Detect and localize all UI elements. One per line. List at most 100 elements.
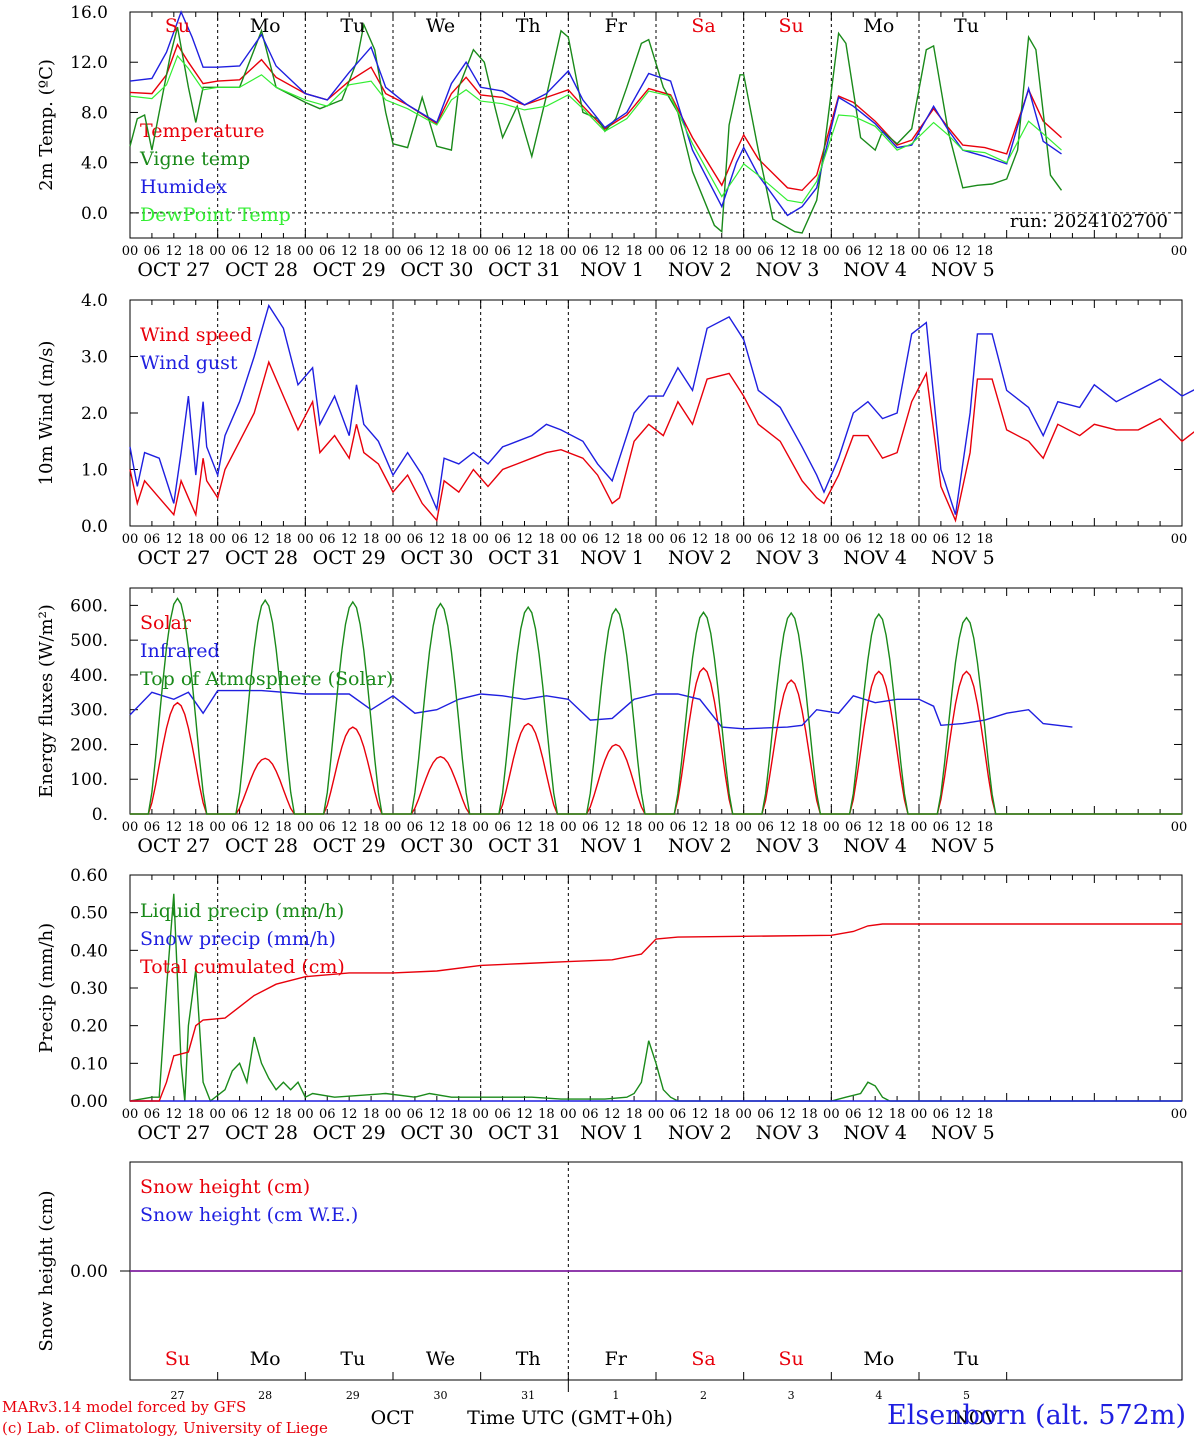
legend-entry: Wind gust: [140, 352, 238, 374]
day-label: OCT 30: [400, 1122, 473, 1144]
hour-tick-label: 06: [670, 820, 687, 835]
weekday-label: Su: [779, 15, 804, 37]
day-label: NOV 3: [756, 259, 820, 281]
weekday-label: Mo: [250, 1348, 281, 1370]
hour-tick-label: 06: [494, 820, 511, 835]
hour-tick-label: 00: [122, 532, 139, 547]
legend-entry: Vigne temp: [139, 148, 250, 170]
day-label: NOV 2: [668, 1122, 732, 1144]
time-axis-label: Time UTC (GMT+0h): [467, 1407, 673, 1429]
day-label: OCT 29: [313, 547, 386, 569]
hour-tick-label: 00: [823, 532, 840, 547]
hour-tick-label: 12: [341, 1107, 358, 1122]
day-label: NOV 3: [756, 1122, 820, 1144]
y-tick-label: 0.0: [81, 517, 108, 537]
day-label: OCT 27: [137, 835, 210, 857]
weekday-label: Mo: [250, 15, 281, 37]
y-tick-label: 100.: [70, 770, 108, 790]
day-label: NOV 4: [843, 835, 907, 857]
hour-tick-label: 12: [604, 532, 621, 547]
hour-tick-label: 00: [823, 820, 840, 835]
hour-tick-label: 06: [670, 244, 687, 259]
hour-tick-label: 00: [209, 1107, 226, 1122]
hour-tick-label: 12: [692, 532, 709, 547]
hour-tick-label: 00: [472, 820, 489, 835]
hour-tick-label: 06: [845, 244, 862, 259]
y-axis-label: Snow height (cm): [36, 1190, 57, 1351]
hour-tick-label: 12: [253, 820, 270, 835]
hour-tick-label: 12: [429, 820, 446, 835]
day-label: NOV 5: [931, 547, 995, 569]
hour-tick-label: 00: [209, 820, 226, 835]
y-tick-label: 0.20: [70, 1017, 108, 1037]
hour-tick-label: 06: [582, 532, 599, 547]
legend-entry: Liquid precip (mm/h): [140, 900, 344, 922]
hour-tick-label: 12: [692, 244, 709, 259]
hour-tick-label: 12: [867, 820, 884, 835]
run-annotation: run: 2024102700: [1010, 211, 1168, 232]
hour-tick-label: 06: [144, 532, 161, 547]
hour-tick-label: 12: [516, 820, 533, 835]
y-tick-label: 0.60: [70, 866, 108, 886]
hour-tick-label: 06: [231, 532, 248, 547]
hour-tick-label: 18: [450, 244, 467, 259]
day-label: NOV 2: [668, 547, 732, 569]
hour-tick-label: 06: [757, 244, 774, 259]
hour-tick-label: 18: [538, 532, 555, 547]
hour-tick-label: 00: [209, 244, 226, 259]
hour-tick-label: 12: [341, 532, 358, 547]
hour-tick-label: 18: [187, 532, 204, 547]
hour-tick-label: 06: [933, 244, 950, 259]
day-number-label: 5: [963, 1389, 970, 1402]
series-line-infrared: [129, 689, 1073, 730]
series-line-vigne-temp: [129, 22, 1063, 234]
hour-tick-label: 00: [385, 532, 402, 547]
hour-tick-label: 06: [845, 1107, 862, 1122]
hour-tick-label: 18: [713, 1107, 730, 1122]
hour-tick-label: 06: [407, 244, 424, 259]
month-label-oct: OCT: [371, 1407, 414, 1429]
hour-tick-label: 12: [867, 244, 884, 259]
weekday-label: Fr: [605, 1348, 628, 1370]
hour-tick-label: 00: [472, 244, 489, 259]
weekday-label: Tu: [340, 1348, 365, 1370]
hour-tick-label: 18: [450, 1107, 467, 1122]
legend-entry: Humidex: [140, 176, 227, 198]
hour-tick-label: 00: [648, 1107, 665, 1122]
weekday-label: Tu: [340, 15, 365, 37]
day-number-label: 3: [788, 1389, 795, 1402]
weekday-label: Tu: [954, 15, 979, 37]
hour-tick-label: 06: [407, 532, 424, 547]
y-tick-label: 0.00: [70, 1092, 108, 1112]
hour-tick-label: 00: [385, 244, 402, 259]
hour-tick-label: 00: [648, 532, 665, 547]
series-line-humidex: [129, 10, 1062, 217]
hour-tick-label: 12: [867, 1107, 884, 1122]
hour-tick-label: 12: [166, 244, 183, 259]
y-tick-label: 16.0: [70, 3, 108, 23]
day-label: NOV 5: [931, 1122, 995, 1144]
hour-tick-label: 12: [955, 1107, 972, 1122]
series-line-dewpoint-temp: [129, 54, 1062, 204]
day-label: OCT 31: [488, 259, 561, 281]
hour-tick-label: 12: [341, 244, 358, 259]
day-label: NOV 4: [843, 1122, 907, 1144]
y-axis-label: 10m Wind (m/s): [36, 341, 57, 486]
legend-entry: DewPoint Temp: [140, 204, 291, 226]
hour-tick-label: 00: [560, 532, 577, 547]
hour-tick-label: 18: [801, 1107, 818, 1122]
y-tick-label: 0.50: [70, 904, 108, 924]
y-tick-label: 0.00: [70, 1262, 108, 1282]
day-number-label: 4: [875, 1389, 882, 1402]
hour-tick-label: 12: [166, 820, 183, 835]
series-line-total-cumulated-cm-: [130, 923, 1182, 1102]
hour-tick-label: 18: [889, 244, 906, 259]
legend-entry: Snow height (cm W.E.): [140, 1204, 358, 1226]
y-tick-label: 2.0: [81, 404, 108, 424]
hour-tick-label: 18: [713, 820, 730, 835]
hour-tick-label: 18: [538, 244, 555, 259]
day-label: OCT 30: [400, 259, 473, 281]
day-label: OCT 27: [137, 1122, 210, 1144]
hour-tick-label: 00: [1171, 244, 1188, 259]
hour-tick-label: 00: [1171, 820, 1188, 835]
